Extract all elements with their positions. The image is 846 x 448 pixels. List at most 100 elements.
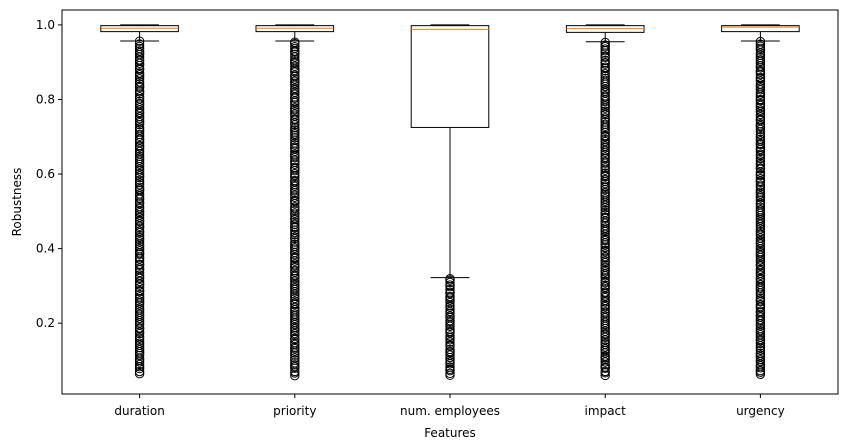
flier-point <box>600 247 610 257</box>
flier-point <box>600 200 610 211</box>
flier-point <box>290 319 300 330</box>
x-tick-label: impact <box>585 404 627 418</box>
flier-point <box>600 96 610 107</box>
flier-point <box>290 80 300 90</box>
flier-point <box>290 335 300 345</box>
flier-point <box>134 350 145 361</box>
flier-point <box>134 64 145 75</box>
flier-point <box>134 298 145 308</box>
flier-point <box>445 337 455 347</box>
flier-point <box>600 171 610 182</box>
flier-point <box>600 348 610 358</box>
flier-point <box>755 189 766 199</box>
flier-point <box>134 60 145 71</box>
y-axis: 0.2 0.4 0.6 0.8 1.0 <box>36 18 62 330</box>
flier-point <box>755 185 766 195</box>
iqr-box <box>721 25 800 33</box>
flier-point <box>134 58 145 69</box>
flier-point <box>600 165 610 175</box>
flier-point <box>600 42 610 52</box>
flier-point <box>600 46 610 56</box>
flier-point <box>755 73 766 84</box>
flier-point <box>134 82 145 93</box>
flier-point <box>600 242 610 253</box>
flier-point <box>134 203 145 214</box>
flier-point <box>134 159 145 169</box>
flier-point <box>755 89 766 99</box>
iqr-box <box>410 25 490 128</box>
x-axis-label: Features <box>424 426 476 440</box>
flier-point <box>134 113 145 124</box>
flier-point <box>134 366 145 377</box>
flier-point <box>134 260 145 270</box>
flier-point <box>755 230 766 240</box>
flier-point <box>445 275 455 285</box>
flier-point <box>600 240 610 250</box>
flier-point <box>600 184 610 195</box>
flier-point <box>445 317 455 327</box>
flier-point <box>755 226 766 237</box>
flier-point <box>134 357 145 367</box>
flier-point <box>134 89 145 99</box>
flier-point <box>600 202 610 213</box>
flier-point <box>290 299 300 310</box>
flier-point <box>600 59 610 69</box>
flier-point <box>755 343 766 353</box>
flier-point <box>445 288 455 299</box>
flier-point <box>290 253 300 264</box>
flier-point <box>290 146 300 156</box>
flier-point <box>134 293 145 304</box>
flier-point <box>755 316 766 326</box>
flier-point <box>134 36 145 46</box>
flier-point <box>445 352 455 363</box>
flier-point <box>600 63 610 74</box>
flier-point <box>755 290 766 300</box>
flier-point <box>134 368 145 379</box>
flier-point <box>445 335 455 345</box>
flier-point <box>290 74 300 84</box>
flier-point <box>755 146 766 157</box>
flier-point <box>755 195 766 205</box>
flier-point <box>134 168 145 179</box>
flier-point <box>290 289 300 299</box>
flier-point <box>290 61 300 71</box>
flier-point <box>290 256 300 266</box>
flier-point <box>134 102 145 113</box>
flier-point <box>600 147 610 157</box>
flier-point <box>134 276 145 287</box>
flier-point <box>290 284 300 295</box>
flier-point <box>290 348 300 358</box>
flier-point <box>755 124 766 135</box>
flier-point <box>134 283 145 293</box>
flier-point <box>134 286 145 297</box>
flier-point <box>600 92 610 102</box>
x-tick-label: num. employees <box>400 404 500 418</box>
flier-point <box>755 182 766 192</box>
box-group <box>255 24 335 381</box>
flier-point <box>134 180 145 190</box>
flier-point <box>600 136 610 147</box>
flier-point <box>290 368 300 378</box>
flier-point <box>755 219 766 229</box>
fliers <box>445 273 455 380</box>
flier-point <box>134 161 145 172</box>
flier-point <box>134 194 145 205</box>
flier-point <box>755 321 766 331</box>
flier-point <box>600 273 610 283</box>
flier-point <box>600 65 610 76</box>
flier-point <box>290 271 300 282</box>
flier-point <box>134 324 145 334</box>
flier-point <box>600 357 610 367</box>
flier-point <box>290 120 300 130</box>
flier-point <box>600 158 610 168</box>
flier-point <box>755 241 766 252</box>
flier-point <box>600 182 610 193</box>
flier-point <box>755 270 766 280</box>
flier-point <box>290 47 300 57</box>
flier-point <box>755 111 766 122</box>
y-tick-label: 0.4 <box>36 242 55 256</box>
y-tick-label: 1.0 <box>36 18 55 32</box>
flier-point <box>600 368 610 378</box>
y-tick-label: 0.8 <box>36 92 55 106</box>
flier-point <box>290 363 300 373</box>
